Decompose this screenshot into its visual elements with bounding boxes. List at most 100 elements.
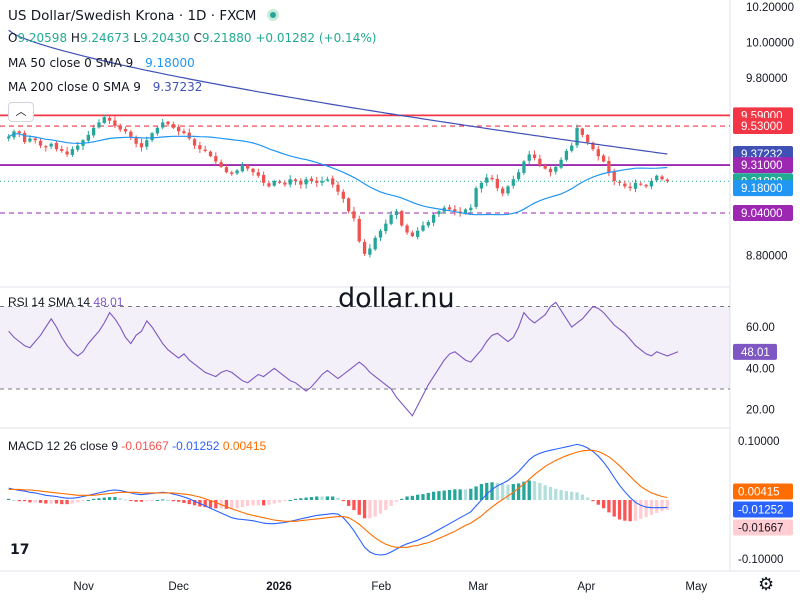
candle-body [416, 230, 420, 237]
candle-body [118, 126, 122, 130]
candle [580, 127, 584, 138]
macd-histogram-bar [463, 489, 468, 500]
candle-body [38, 140, 43, 146]
candle [187, 128, 191, 141]
tradingview-logo[interactable]: 17 [10, 542, 29, 558]
candle [601, 154, 606, 163]
candle-body [394, 211, 399, 216]
macd-histogram-bar [214, 500, 218, 509]
macd-histogram-bar [426, 492, 430, 500]
ma50-legend[interactable]: MA 50 close 0 SMA 9 9.18000 [8, 56, 195, 70]
gear-icon[interactable]: ⚙ [758, 574, 775, 594]
time-tick-label: 2026 [266, 581, 292, 593]
macd-histogram-bar [378, 500, 383, 514]
candle-body [341, 191, 345, 199]
candle-body [628, 186, 632, 189]
macd-histogram-bar [309, 497, 314, 500]
candle-body [479, 182, 484, 189]
candle-body [224, 167, 229, 173]
macd-histogram-bar [490, 482, 494, 500]
price-tick-label: 8.80000 [746, 251, 788, 263]
macd-histogram-bar [97, 498, 101, 500]
candle-body [134, 137, 138, 144]
candle [511, 175, 515, 189]
candle-body [123, 128, 128, 132]
chart-title: US Dollar/Swedish Krona · 1D · FXCM [8, 8, 279, 24]
macd-histogram-bar [516, 483, 521, 500]
candle [469, 204, 473, 214]
candle [495, 174, 500, 192]
price-tag [733, 118, 793, 135]
macd-signal-line [8, 449, 668, 548]
candle-body [649, 181, 654, 187]
candle-body [655, 175, 659, 181]
candle [150, 132, 154, 143]
ma200-legend[interactable]: MA 200 close 0 SMA 9 9.37232 [8, 80, 202, 94]
symbol-title[interactable]: US Dollar/Swedish Krona · 1D · FXCM [8, 8, 257, 24]
rsi-legend-value: 48.01 [93, 295, 123, 309]
candle-body [660, 176, 664, 180]
macd-histogram-bar [22, 500, 27, 502]
close-value: 9.21880 [201, 31, 252, 45]
macd-histogram-bar [591, 500, 595, 502]
candle-body [543, 165, 547, 169]
candle [81, 139, 85, 150]
candle-body [86, 134, 90, 141]
candle [617, 179, 622, 186]
candle-body [208, 151, 213, 157]
candle-body [532, 154, 537, 158]
candle-body [431, 214, 436, 223]
rsi-tick-label: 20.00 [746, 405, 775, 417]
candle [570, 142, 574, 153]
macd-histogram-bar [44, 500, 48, 504]
macd-histogram-bar [7, 498, 11, 500]
candle-body [70, 149, 75, 155]
candle [516, 169, 521, 182]
macd-histogram-bar [655, 500, 659, 514]
candle [405, 223, 409, 235]
candle [426, 220, 430, 228]
macd-histogram-bar [474, 486, 478, 500]
candle [416, 227, 420, 240]
macd-histogram-bar [633, 500, 638, 521]
candle [192, 137, 197, 149]
candle-body [469, 207, 473, 211]
macd-histogram-bar [458, 489, 462, 500]
macd-tag [733, 519, 793, 536]
macd-histogram-bar [469, 488, 473, 500]
candle-body [44, 146, 48, 148]
macd-histogram-bar [410, 495, 415, 500]
candle-body [447, 207, 452, 210]
legend-collapse-button[interactable]: ︿ [8, 102, 34, 122]
candle [208, 150, 213, 158]
candle-body [601, 155, 606, 162]
rsi-tag [733, 343, 777, 360]
candle-body [176, 126, 181, 132]
candle-body [267, 183, 271, 187]
candle [139, 138, 144, 152]
candle-body [453, 209, 457, 212]
macd-histogram-bar [580, 494, 584, 500]
macd-histogram-bar [224, 500, 229, 509]
candle [176, 124, 181, 136]
candle [182, 128, 186, 135]
candle-body [474, 188, 478, 207]
macd-histogram-bar [145, 500, 149, 502]
macd-histogram-bar [102, 497, 106, 500]
candle-body [107, 117, 112, 121]
macd-histogram-bar [485, 482, 489, 500]
macd-histogram-bar [187, 500, 191, 505]
candle-body [102, 117, 106, 123]
candle-body [272, 181, 276, 186]
candle-body [538, 158, 542, 166]
candle-body [575, 127, 579, 146]
candle-body [421, 225, 425, 231]
candle [368, 244, 372, 258]
time-tick-label: Dec [168, 581, 189, 593]
candle [660, 175, 664, 181]
macd-histogram-bar [113, 497, 117, 500]
candle [22, 130, 27, 144]
high-label: H [70, 31, 80, 45]
